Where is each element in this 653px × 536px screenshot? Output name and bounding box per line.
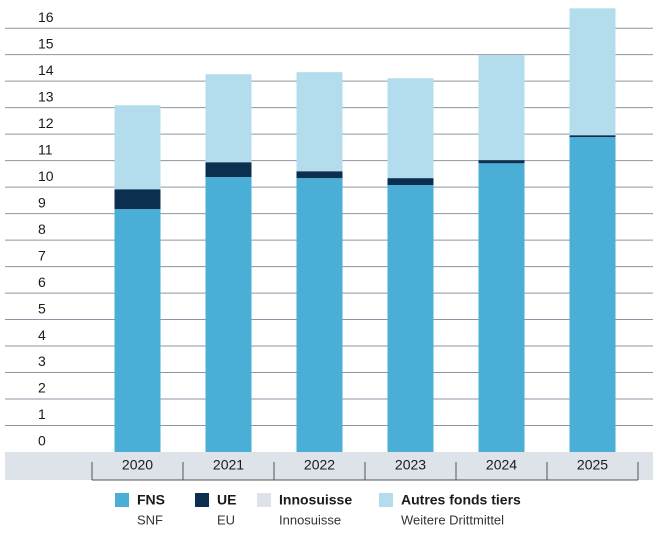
legend-name: FNS [137, 492, 165, 508]
x-tick-label: 2021 [213, 457, 244, 473]
bar-segment [296, 171, 343, 179]
y-tick-label: 16 [38, 9, 54, 25]
x-tick-label: 2020 [122, 457, 153, 473]
x-tick-label: 2025 [577, 457, 608, 473]
bar-segment [387, 78, 434, 179]
legend-subtitle: Weitere Drittmittel [401, 512, 504, 527]
bar-segment [205, 74, 252, 163]
bar-segment [296, 178, 343, 452]
legend-name: Autres fonds tiers [401, 492, 521, 508]
legend-swatch [115, 493, 129, 507]
y-tick-label: 11 [38, 141, 53, 157]
bar-segment [569, 135, 616, 138]
category-band [5, 452, 653, 480]
bar-segment [478, 163, 525, 452]
bar-segment [569, 137, 616, 452]
y-tick-label: 13 [38, 88, 54, 104]
bar-segment [205, 177, 252, 452]
bar-segment [569, 8, 616, 136]
bar-segment [296, 72, 343, 172]
bar-segment [114, 209, 161, 452]
y-tick-label: 14 [38, 62, 54, 78]
x-tick-label: 2024 [486, 457, 517, 473]
y-tick-label: 4 [38, 327, 46, 343]
y-tick-label: 6 [38, 274, 46, 290]
y-tick-label: 5 [38, 300, 46, 316]
legend-subtitle: EU [217, 512, 235, 527]
bar-segment [478, 160, 525, 164]
y-tick-label: 8 [38, 221, 46, 237]
legend-subtitle: Innosuisse [279, 512, 341, 527]
legend-swatch [379, 493, 393, 507]
x-tick-label: 2023 [395, 457, 426, 473]
y-tick-label: 15 [38, 35, 54, 51]
bar-segment [205, 162, 252, 178]
legend-name: UE [217, 492, 236, 508]
y-tick-label: 9 [38, 194, 46, 210]
legend-swatch [195, 493, 209, 507]
bar-segment [387, 185, 434, 452]
bar-segment [387, 178, 434, 185]
y-tick-label: 1 [38, 406, 46, 422]
y-tick-label: 3 [38, 353, 46, 369]
y-tick-label: 2 [38, 380, 46, 396]
y-tick-label: 10 [38, 168, 54, 184]
y-tick-label: 12 [38, 115, 54, 131]
bar-segment [114, 189, 161, 210]
x-tick-label: 2022 [304, 457, 335, 473]
y-tick-label: 0 [38, 433, 46, 449]
legend-swatch [257, 493, 271, 507]
y-tick-label: 7 [38, 247, 46, 263]
bar-segment [114, 105, 161, 190]
bar-segment [478, 55, 525, 161]
legend-subtitle: SNF [137, 512, 163, 527]
legend-name: Innosuisse [279, 492, 352, 508]
